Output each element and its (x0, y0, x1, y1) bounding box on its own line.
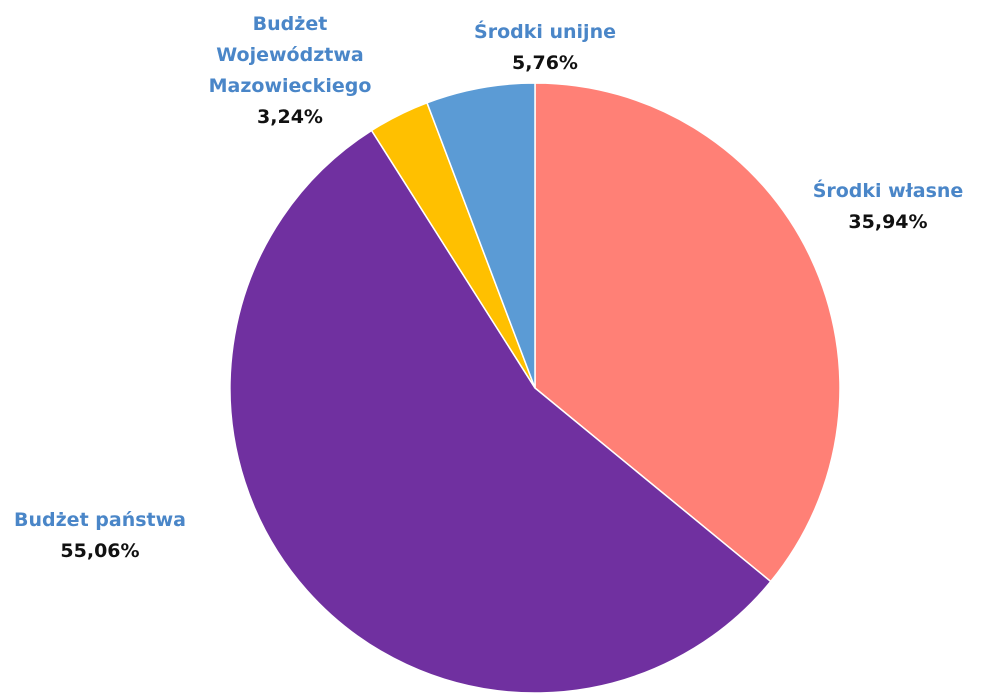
slice-name-text: Środki unijne (474, 19, 616, 43)
slice-name-text: Środki własne (813, 178, 964, 202)
slice-label-budzet-panstwa: Budżet państwa 55,06% (14, 509, 186, 562)
slice-name-text: Mazowieckiego (209, 75, 372, 97)
pie-slices (229, 82, 841, 693)
pie-slice-budzet-panstwa (229, 129, 772, 693)
slice-value-text: 55,06% (60, 540, 139, 562)
pie-slice-srodki-wlasne (534, 82, 841, 583)
pie-slice-srodki-unijne (426, 82, 536, 389)
slice-label-budzet-wojewodztwa-mazowieckiego: Budżet Województwa Mazowieckiego 3,24% (209, 13, 372, 128)
slice-name-text: Województwa (216, 44, 363, 66)
slice-name-text: Budżet państwa (14, 509, 186, 531)
slice-value-text: 35,94% (848, 211, 927, 233)
slice-value-text: 5,76% (512, 52, 578, 74)
slice-value-text: 3,24% (257, 106, 323, 128)
slice-label-srodki-unijne: Środki unijne 5,76% (474, 19, 616, 74)
slice-name-text: Budżet (253, 13, 328, 35)
slice-label-srodki-wlasne: Środki własne 35,94% (813, 178, 964, 233)
